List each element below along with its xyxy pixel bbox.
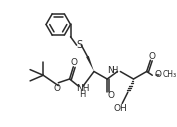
Text: CH₃: CH₃ xyxy=(163,70,177,79)
Polygon shape xyxy=(86,56,94,72)
Text: O: O xyxy=(71,58,78,67)
Text: O: O xyxy=(54,84,61,93)
Text: O: O xyxy=(149,52,156,61)
Text: O: O xyxy=(154,70,161,79)
Text: O: O xyxy=(107,91,115,100)
Text: NH: NH xyxy=(76,84,90,93)
Text: H: H xyxy=(111,66,118,75)
Text: H: H xyxy=(79,90,86,99)
Text: N: N xyxy=(107,66,114,75)
Text: OH: OH xyxy=(113,104,127,113)
Text: S: S xyxy=(76,40,82,50)
